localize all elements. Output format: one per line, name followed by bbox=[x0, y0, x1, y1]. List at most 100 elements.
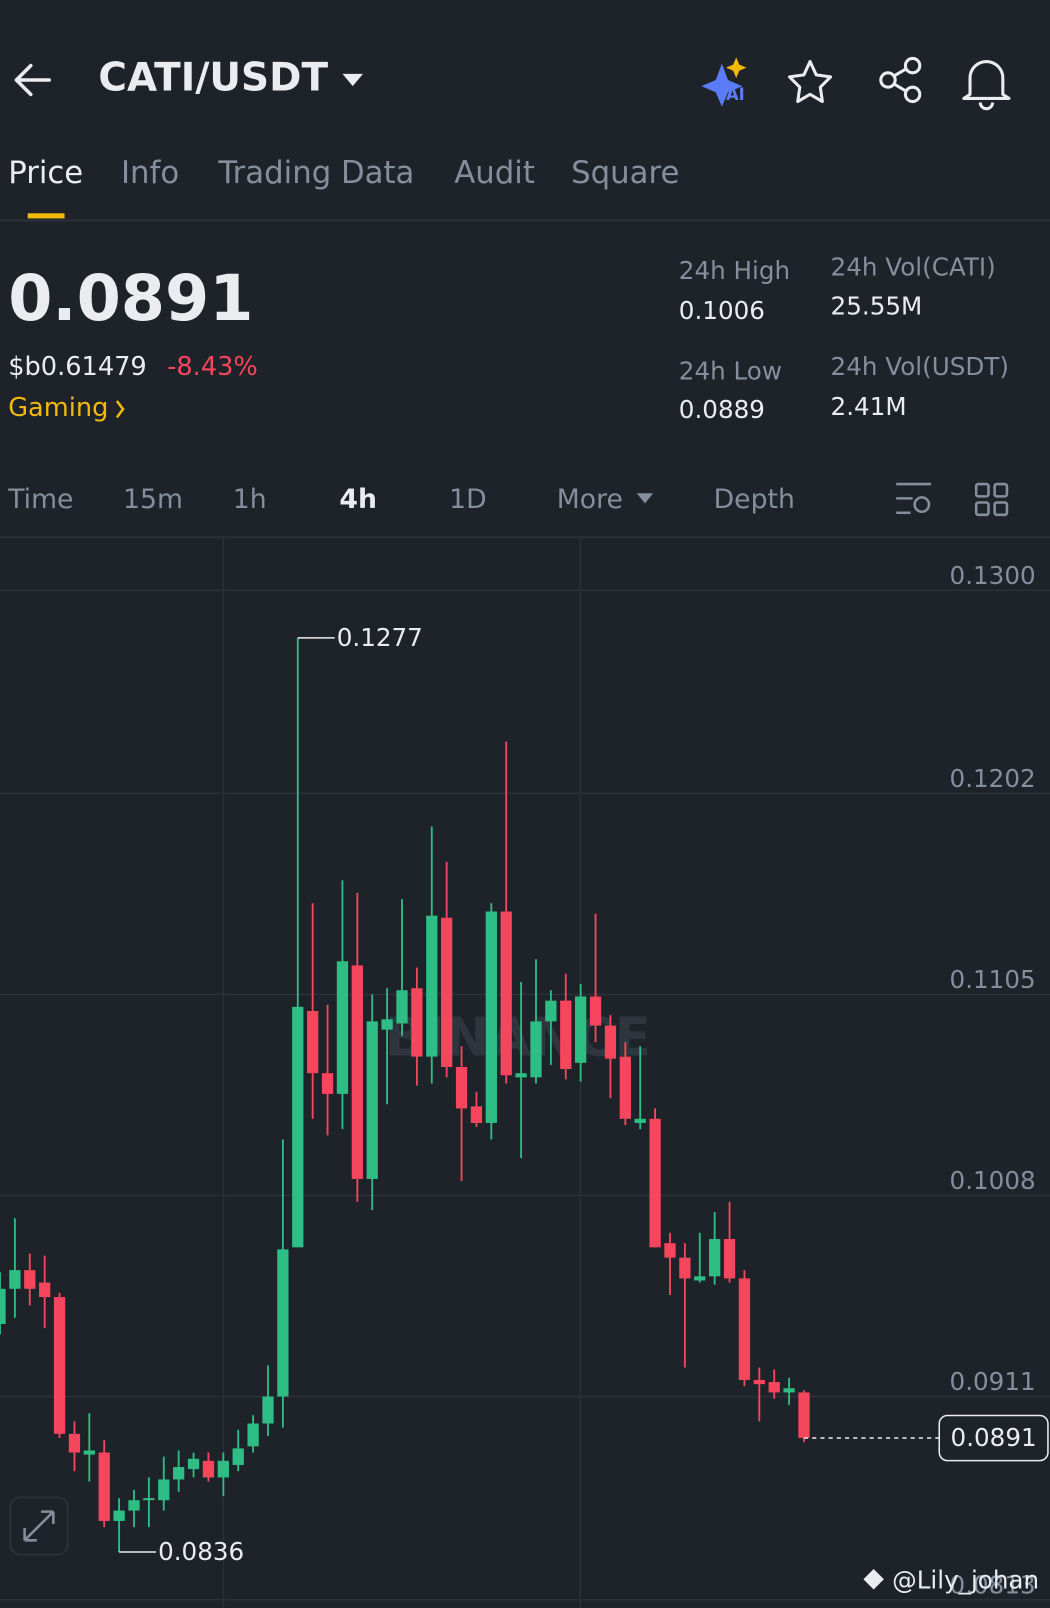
candle-body bbox=[545, 1000, 557, 1022]
tab-active[interactable]: Price bbox=[8, 155, 83, 191]
indicator-settings[interactable] bbox=[896, 482, 932, 515]
candle-body bbox=[694, 1276, 706, 1281]
ai-badge: AI bbox=[726, 85, 745, 104]
share-button[interactable] bbox=[879, 56, 922, 104]
candle-body bbox=[649, 1118, 661, 1248]
interval[interactable]: 15m bbox=[123, 484, 183, 515]
interval[interactable]: 1h bbox=[233, 484, 267, 515]
candle-body bbox=[143, 1498, 155, 1501]
candle-body bbox=[753, 1379, 765, 1385]
candle-body bbox=[426, 915, 438, 1057]
candle-body bbox=[515, 1073, 527, 1078]
candle-body bbox=[798, 1392, 810, 1439]
category-tag[interactable]: Gaming bbox=[8, 393, 108, 423]
candle-body bbox=[53, 1297, 66, 1434]
candle-body bbox=[604, 1025, 617, 1059]
tab[interactable]: Square bbox=[571, 155, 679, 191]
candle-body bbox=[560, 1000, 572, 1070]
fiat-price: $b0.61479 bbox=[8, 352, 147, 382]
candle-body bbox=[9, 1270, 21, 1289]
last-price: 0.0891 bbox=[8, 261, 253, 335]
candle-body bbox=[0, 1288, 6, 1325]
candle-body bbox=[232, 1448, 244, 1465]
tab[interactable]: Info bbox=[121, 155, 179, 191]
ai-button[interactable]: AI bbox=[701, 57, 747, 107]
watermark: @Lily_johan bbox=[892, 1565, 1039, 1594]
fullscreen-icon[interactable] bbox=[23, 1510, 55, 1542]
interval[interactable]: Depth bbox=[714, 484, 795, 515]
candle-body bbox=[113, 1510, 125, 1521]
candle-body bbox=[485, 911, 497, 1123]
watermark-logo bbox=[863, 1569, 884, 1590]
tab[interactable]: Trading Data bbox=[217, 155, 414, 191]
candle-body bbox=[470, 1106, 483, 1123]
stat-label: 24h Vol(USDT) bbox=[831, 352, 1009, 381]
candle-body bbox=[783, 1388, 795, 1393]
candle-body bbox=[634, 1118, 646, 1123]
candle-body bbox=[158, 1479, 170, 1501]
candle-body bbox=[441, 917, 453, 1067]
interval[interactable]: Time bbox=[7, 484, 73, 515]
candle-body bbox=[723, 1239, 736, 1279]
layout-button[interactable] bbox=[974, 482, 1009, 517]
candle-body bbox=[173, 1467, 185, 1480]
candle-body bbox=[83, 1450, 95, 1455]
candle-body bbox=[321, 1073, 334, 1094]
y-tick-label: 0.0813 bbox=[950, 1570, 1036, 1599]
alert-button[interactable] bbox=[962, 59, 1011, 111]
interval[interactable]: More bbox=[557, 484, 623, 515]
candle-body bbox=[247, 1423, 259, 1447]
tag-arrow[interactable] bbox=[115, 400, 125, 419]
pair-title[interactable]: CATI/USDT bbox=[98, 55, 328, 100]
more-dropdown[interactable] bbox=[636, 493, 654, 504]
tab-indicator bbox=[27, 213, 65, 219]
back-button[interactable] bbox=[14, 63, 52, 97]
candle-body bbox=[589, 996, 602, 1026]
candle-body bbox=[277, 1249, 289, 1397]
candle-body bbox=[366, 1021, 378, 1179]
candle-body bbox=[292, 1006, 304, 1248]
ai-spark bbox=[725, 57, 747, 78]
candle-body bbox=[262, 1396, 274, 1424]
candle-body bbox=[24, 1270, 36, 1289]
candle-body bbox=[68, 1433, 81, 1453]
y-tick-label: 0.1300 bbox=[950, 561, 1036, 590]
y-tick-label: 0.0911 bbox=[950, 1367, 1036, 1396]
candle-body bbox=[187, 1458, 200, 1470]
stat-label: 24h Vol(CATI) bbox=[831, 253, 996, 282]
candle-body bbox=[455, 1066, 468, 1109]
interval-active[interactable]: 4h bbox=[339, 484, 377, 515]
tab[interactable]: Audit bbox=[454, 155, 535, 191]
candle-body bbox=[664, 1243, 676, 1258]
candle-body bbox=[351, 965, 363, 1179]
stat-label: 24h Low bbox=[679, 356, 782, 385]
candle-body bbox=[98, 1452, 110, 1521]
candle-body bbox=[500, 911, 512, 1076]
price-change: -8.43% bbox=[167, 352, 258, 382]
stat-value: 25.55M bbox=[831, 292, 923, 321]
candle-body bbox=[709, 1239, 721, 1277]
stat-value: 0.1006 bbox=[679, 296, 765, 325]
interval[interactable]: 1D bbox=[449, 484, 486, 515]
candle-body bbox=[307, 1011, 319, 1074]
candle-body bbox=[768, 1382, 780, 1393]
plot: 0.1300 0.1202 0.1105 0.1008 0.0911 0.0813 0.12… bbox=[0, 561, 1050, 1601]
candle-body bbox=[202, 1460, 215, 1478]
candle-body bbox=[619, 1056, 631, 1119]
low-label: 0.0836 bbox=[158, 1537, 244, 1566]
candle-body bbox=[217, 1460, 229, 1478]
favorite-button[interactable] bbox=[788, 59, 833, 104]
high-label: 0.1277 bbox=[337, 623, 423, 652]
candle-body bbox=[738, 1278, 751, 1380]
candle-body bbox=[336, 961, 349, 1094]
candle-body bbox=[128, 1500, 140, 1511]
pair-dropdown[interactable] bbox=[342, 73, 363, 87]
last-price-box bbox=[938, 1414, 1049, 1462]
candle-body bbox=[381, 1019, 393, 1030]
y-tick-label: 0.1202 bbox=[950, 764, 1036, 793]
y-tick-label: 0.1008 bbox=[950, 1166, 1036, 1195]
stat-value: 2.41M bbox=[831, 392, 907, 421]
